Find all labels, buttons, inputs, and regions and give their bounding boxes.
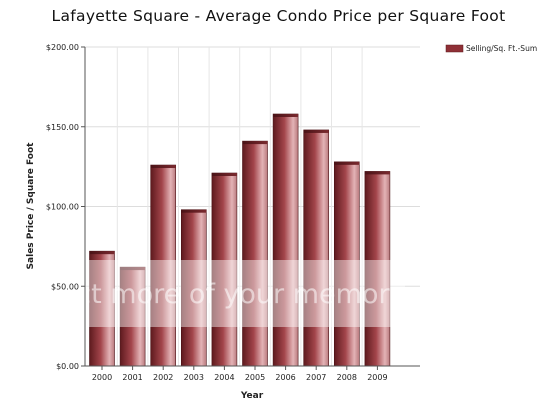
- bar: [303, 129, 330, 367]
- x-tick-label: 2006: [275, 373, 295, 382]
- legend-label: Selling/Sq. Ft.-Sum: [466, 44, 537, 53]
- bar-cap: [242, 141, 268, 145]
- x-tick-label: 2007: [306, 373, 326, 382]
- y-tick-label: $0.00: [56, 362, 79, 371]
- x-tick-label: 2004: [214, 373, 234, 382]
- bar: [119, 266, 146, 367]
- x-tick-label: 2005: [245, 373, 265, 382]
- x-axis-title: Year: [240, 391, 264, 401]
- y-tick-label: $150.00: [46, 123, 79, 132]
- y-tick-label: $50.00: [51, 282, 79, 291]
- watermark-band: [85, 260, 405, 327]
- bar-cap: [89, 251, 115, 255]
- bar-cap: [334, 161, 360, 165]
- bar: [272, 113, 299, 367]
- x-tick-label: 2009: [367, 373, 387, 382]
- bar: [150, 164, 176, 367]
- legend: Selling/Sq. Ft.-Sum: [445, 44, 537, 53]
- chart-title: Lafayette Square - Average Condo Price p…: [51, 7, 506, 25]
- legend-swatch: [445, 44, 464, 53]
- y-tick-label: $100.00: [46, 203, 79, 212]
- bar-cap: [364, 171, 390, 175]
- x-tick-label: 2008: [337, 373, 357, 382]
- y-axis-title: Sales Price / Square Foot: [26, 142, 36, 270]
- bar-cap: [181, 209, 207, 213]
- watermark-text: ct more of your memorie: [76, 279, 413, 310]
- bar: [242, 140, 268, 367]
- x-tick-label: 2000: [92, 373, 112, 382]
- x-tick-labels: 2000 2001 2002 2003 2004 2005 2006 2007 2008 2009: [92, 373, 388, 382]
- y-tick-labels: $0.00 $50.00 $100.00 $150.00 $200.00: [46, 43, 79, 371]
- watermark: ct more of your memorie: [76, 260, 414, 327]
- bar-cap: [211, 173, 237, 177]
- bar-cap: [120, 267, 146, 271]
- bar: [364, 171, 391, 367]
- bar-cap: [273, 113, 299, 117]
- axes: [81, 46, 420, 370]
- x-tick-label: 2002: [153, 373, 173, 382]
- bar: [211, 172, 238, 367]
- bar-cap: [150, 165, 176, 169]
- bar-cap: [303, 129, 329, 133]
- x-tick-label: 2003: [184, 373, 204, 382]
- y-tick-label: $200.00: [46, 43, 79, 52]
- x-tick-label: 2001: [122, 373, 142, 382]
